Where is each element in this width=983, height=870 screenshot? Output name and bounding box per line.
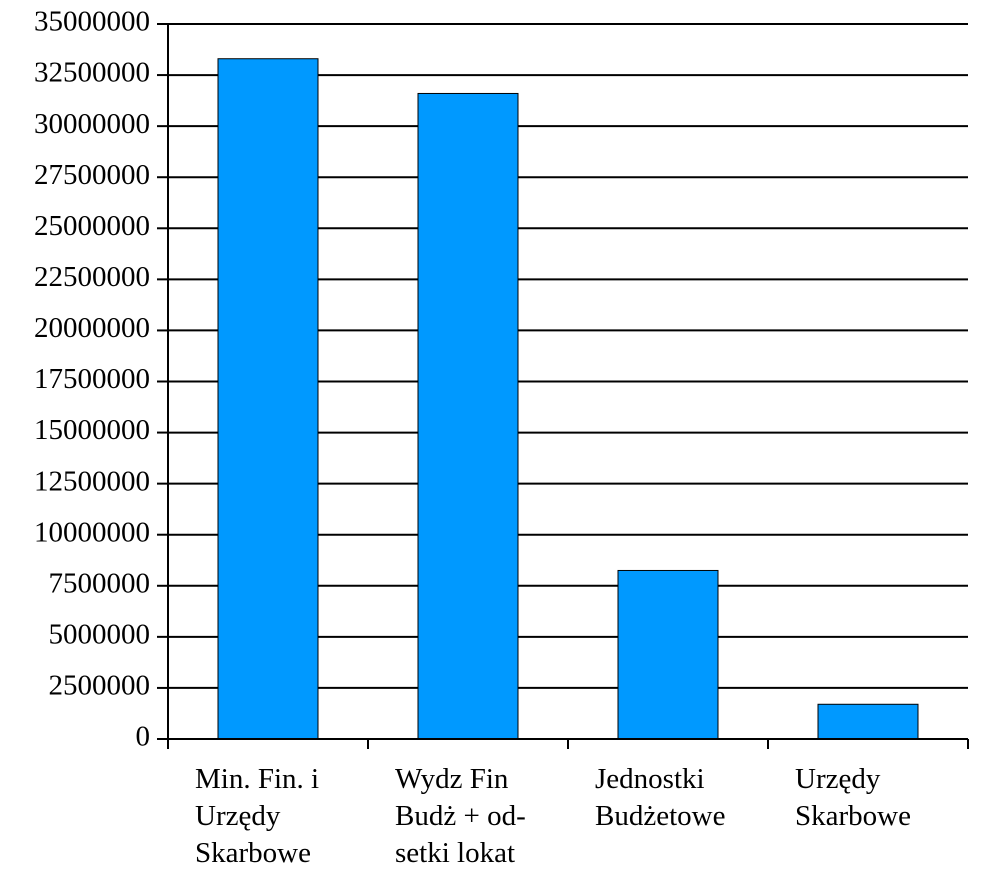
y-tick-label: 5000000 [49, 619, 151, 651]
x-category-label-line: Min. Fin. i [195, 763, 319, 795]
y-tick-label: 2500000 [49, 670, 151, 702]
x-category-label-line: Urzędy [795, 763, 881, 795]
y-tick-label: 30000000 [34, 108, 150, 140]
x-category-label-line: Budż + od- [395, 800, 526, 832]
y-axis-ticks: 0 2500000 5000000 7500000 10000000 12500000 15… [34, 6, 168, 753]
bar [617, 569, 719, 740]
bars [217, 58, 919, 740]
x-category-label-line: Jednostki [595, 763, 705, 795]
y-tick-label: 10000000 [34, 516, 150, 548]
x-category-label: Min. Fin. i Urzędy Skarbowe [195, 763, 319, 869]
bar [417, 92, 519, 740]
y-tick-label: 17500000 [34, 363, 150, 395]
y-tick-label: 22500000 [34, 261, 150, 293]
y-tick-label: 12500000 [34, 465, 150, 497]
x-category-label: Jednostki Budżetowe [595, 763, 725, 832]
x-category-label: Wydz Fin Budż + od-setki lokat [395, 763, 526, 869]
x-axis-labels: Min. Fin. i Urzędy Skarbowe Wydz Fin Budż + … [195, 763, 911, 869]
x-axis-ticks [167, 739, 969, 749]
bar [817, 703, 919, 740]
bar [217, 58, 319, 740]
x-category-label-line: Wydz Fin [395, 763, 509, 795]
y-tick-label: 20000000 [34, 312, 150, 344]
x-category-label-line: setki lokat [395, 837, 515, 869]
y-tick-label: 32500000 [34, 57, 150, 89]
y-tick-label: 25000000 [34, 210, 150, 242]
x-category-label-line: Skarbowe [795, 800, 911, 832]
y-tick-label: 15000000 [34, 414, 150, 446]
y-tick-label: 35000000 [34, 6, 150, 38]
x-category-label-line: Urzędy [195, 800, 281, 832]
y-tick-label: 7500000 [49, 567, 151, 599]
x-category-label-line: Skarbowe [195, 837, 311, 869]
x-category-label-line: Budżetowe [595, 800, 725, 832]
x-category-label: Urzędy Skarbowe [795, 763, 911, 832]
y-tick-label: 27500000 [34, 159, 150, 191]
y-tick-label: 0 [136, 721, 151, 753]
